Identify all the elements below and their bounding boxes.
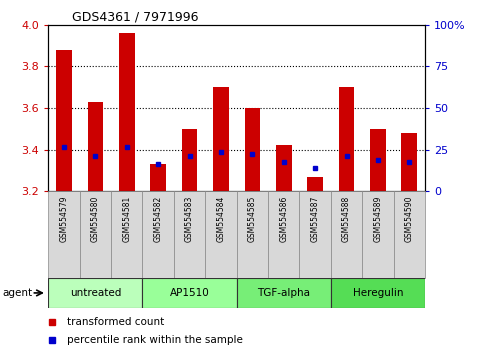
Text: GSM554582: GSM554582 <box>154 195 163 242</box>
Text: Heregulin: Heregulin <box>353 288 403 298</box>
Bar <box>213 87 229 191</box>
Bar <box>401 133 417 191</box>
Bar <box>331 278 425 308</box>
Bar <box>237 191 268 278</box>
Text: AP1510: AP1510 <box>170 288 210 298</box>
Bar <box>362 191 394 278</box>
Text: GSM554581: GSM554581 <box>122 195 131 242</box>
Text: transformed count: transformed count <box>67 317 164 327</box>
Text: GSM554580: GSM554580 <box>91 195 100 242</box>
Bar <box>111 191 142 278</box>
Bar <box>48 191 80 278</box>
Bar <box>370 129 386 191</box>
Text: GSM554588: GSM554588 <box>342 195 351 242</box>
Bar <box>87 102 103 191</box>
Text: GSM554585: GSM554585 <box>248 195 257 242</box>
Bar <box>394 191 425 278</box>
Bar <box>142 191 174 278</box>
Bar <box>244 108 260 191</box>
Bar <box>174 191 205 278</box>
Bar <box>339 87 355 191</box>
Bar <box>237 278 331 308</box>
Bar <box>80 191 111 278</box>
Text: GSM554583: GSM554583 <box>185 195 194 242</box>
Bar <box>48 278 142 308</box>
Bar <box>56 50 72 191</box>
Text: GSM554584: GSM554584 <box>216 195 226 242</box>
Text: GSM554590: GSM554590 <box>405 195 414 242</box>
Bar <box>205 191 237 278</box>
Bar <box>142 278 237 308</box>
Bar <box>299 191 331 278</box>
Text: GSM554589: GSM554589 <box>373 195 383 242</box>
Text: GDS4361 / 7971996: GDS4361 / 7971996 <box>72 11 199 24</box>
Bar <box>331 191 362 278</box>
Bar <box>182 129 198 191</box>
Text: TGF-alpha: TGF-alpha <box>257 288 310 298</box>
Text: GSM554586: GSM554586 <box>279 195 288 242</box>
Text: agent: agent <box>2 288 32 298</box>
Bar <box>119 33 135 191</box>
Text: GSM554579: GSM554579 <box>59 195 69 242</box>
Bar <box>268 191 299 278</box>
Text: untreated: untreated <box>70 288 121 298</box>
Text: GSM554587: GSM554587 <box>311 195 320 242</box>
Bar <box>307 177 323 191</box>
Bar <box>276 145 292 191</box>
Text: percentile rank within the sample: percentile rank within the sample <box>67 335 243 345</box>
Bar <box>150 164 166 191</box>
